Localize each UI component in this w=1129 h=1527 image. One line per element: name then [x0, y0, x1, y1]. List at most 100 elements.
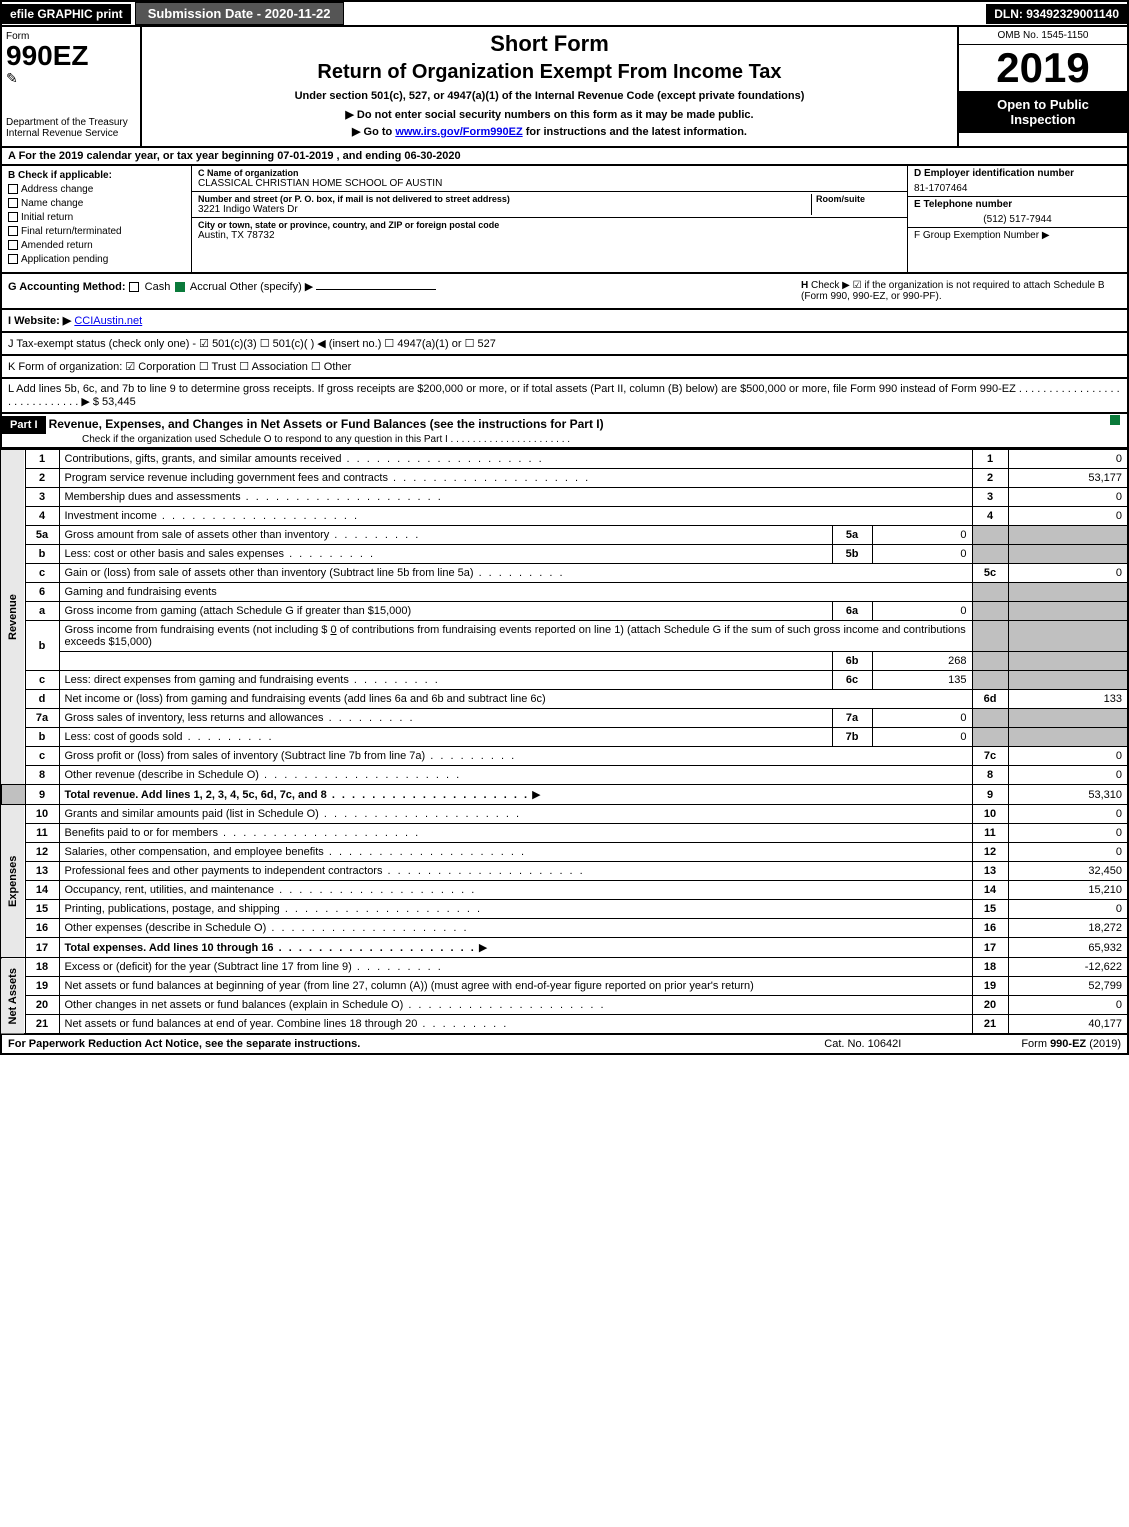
form-header: Form 990EZ ✎ Department of the Treasury …: [0, 27, 1129, 148]
table-row: 20Other changes in net assets or fund ba…: [1, 996, 1128, 1015]
line6b-value: 268: [872, 652, 972, 671]
table-row: 13Professional fees and other payments t…: [1, 862, 1128, 881]
table-row: 8Other revenue (describe in Schedule O)8…: [1, 766, 1128, 785]
tax-year: 2019: [959, 45, 1127, 91]
paperwork-notice: For Paperwork Reduction Act Notice, see …: [8, 1038, 824, 1050]
line19-value: 52,799: [1008, 977, 1128, 996]
no-ssn-instruction: ▶ Do not enter social security numbers o…: [146, 108, 953, 121]
return-title: Return of Organization Exempt From Incom…: [146, 61, 953, 84]
table-row: bLess: cost of goods sold7b0: [1, 728, 1128, 747]
chk-address-change[interactable]: Address change: [8, 184, 185, 195]
g-accounting: G Accounting Method: Cash Accrual Other …: [8, 280, 801, 302]
column-b: B Check if applicable: Address change Na…: [2, 166, 192, 272]
line21-value: 40,177: [1008, 1015, 1128, 1035]
footer: For Paperwork Reduction Act Notice, see …: [0, 1035, 1129, 1055]
table-row: 3Membership dues and assessments30: [1, 488, 1128, 507]
org-name: CLASSICAL CHRISTIAN HOME SCHOOL OF AUSTI…: [198, 178, 901, 189]
irs-link[interactable]: www.irs.gov/Form990EZ: [395, 126, 522, 138]
chk-initial-return[interactable]: Initial return: [8, 212, 185, 223]
table-row: cGain or (loss) from sale of assets othe…: [1, 564, 1128, 583]
cat-no: Cat. No. 10642I: [824, 1038, 901, 1050]
line12-value: 0: [1008, 843, 1128, 862]
addr-label: Number and street (or P. O. box, if mail…: [198, 194, 811, 204]
line17-value: 65,932: [1008, 938, 1128, 958]
line3-value: 0: [1008, 488, 1128, 507]
tel-label: E Telephone number: [914, 199, 1012, 210]
line18-value: -12,622: [1008, 958, 1128, 977]
l-gross-receipts: L Add lines 5b, 6c, and 7b to line 9 to …: [0, 379, 1129, 414]
k-form-org: K Form of organization: ☑ Corporation ☐ …: [0, 356, 1129, 379]
header-left: Form 990EZ ✎ Department of the Treasury …: [2, 27, 142, 146]
form-footer: Form 990-EZ (2019): [1021, 1038, 1121, 1050]
dept-treasury: Department of the Treasury: [6, 117, 136, 128]
goto-suffix: for instructions and the latest informat…: [523, 126, 747, 138]
col-b-label: B Check if applicable:: [8, 170, 185, 181]
table-row: 12Salaries, other compensation, and empl…: [1, 843, 1128, 862]
line10-value: 0: [1008, 805, 1128, 824]
table-row: dNet income or (loss) from gaming and fu…: [1, 690, 1128, 709]
chk-application-pending[interactable]: Application pending: [8, 254, 185, 265]
part1-sub: Check if the organization used Schedule …: [2, 434, 1103, 445]
under-section: Under section 501(c), 527, or 4947(a)(1)…: [146, 90, 953, 102]
part1-check[interactable]: [1110, 415, 1120, 425]
line5c-value: 0: [1008, 564, 1128, 583]
tel-value: (512) 517-7944: [908, 212, 1127, 228]
city-label: City or town, state or province, country…: [198, 220, 901, 230]
table-row: 4Investment income40: [1, 507, 1128, 526]
line20-value: 0: [1008, 996, 1128, 1015]
efile-label[interactable]: efile GRAPHIC print: [2, 4, 131, 24]
part1-label: Part I: [2, 416, 46, 434]
open-public-label: Open to Public Inspection: [959, 91, 1127, 133]
goto-prefix: ▶ Go to: [352, 126, 395, 138]
table-row: bGross income from fundraising events (n…: [1, 621, 1128, 652]
netassets-side-label: Net Assets: [1, 958, 25, 1035]
line5a-value: 0: [872, 526, 972, 545]
line14-value: 15,210: [1008, 881, 1128, 900]
table-row: 16Other expenses (describe in Schedule O…: [1, 919, 1128, 938]
city-state-zip: Austin, TX 78732: [198, 230, 901, 241]
expenses-side-label: Expenses: [1, 805, 25, 958]
table-row: Net Assets 18Excess or (deficit) for the…: [1, 958, 1128, 977]
goto-instruction: ▶ Go to www.irs.gov/Form990EZ for instru…: [146, 125, 953, 138]
line2-value: 53,177: [1008, 469, 1128, 488]
table-row: 7aGross sales of inventory, less returns…: [1, 709, 1128, 728]
header-center: Short Form Return of Organization Exempt…: [142, 27, 957, 146]
table-row: cLess: direct expenses from gaming and f…: [1, 671, 1128, 690]
line7a-value: 0: [872, 709, 972, 728]
table-row: 2Program service revenue including gover…: [1, 469, 1128, 488]
part1-table: Revenue 1Contributions, gifts, grants, a…: [0, 449, 1129, 1035]
h-check: H Check ▶ ☑ if the organization is not r…: [801, 280, 1121, 302]
table-row: 6b268: [1, 652, 1128, 671]
part1-header: Part I Revenue, Expenses, and Changes in…: [0, 414, 1129, 449]
chk-name-change[interactable]: Name change: [8, 198, 185, 209]
line6d-value: 133: [1008, 690, 1128, 709]
line4-value: 0: [1008, 507, 1128, 526]
line7c-value: 0: [1008, 747, 1128, 766]
header-right: OMB No. 1545-1150 2019 Open to Public In…: [957, 27, 1127, 146]
table-row: aGross income from gaming (attach Schedu…: [1, 602, 1128, 621]
j-tax-exempt: J Tax-exempt status (check only one) - ☑…: [0, 333, 1129, 356]
g-label: G Accounting Method:: [8, 281, 126, 293]
chk-accrual[interactable]: [175, 282, 185, 292]
chk-amended-return[interactable]: Amended return: [8, 240, 185, 251]
line6c-value: 135: [872, 671, 972, 690]
chk-cash[interactable]: [129, 282, 139, 292]
info-grid: B Check if applicable: Address change Na…: [0, 166, 1129, 274]
org-name-label: C Name of organization: [198, 168, 901, 178]
line1-value: 0: [1008, 450, 1128, 469]
website-link[interactable]: CCIAustin.net: [74, 315, 142, 327]
table-row: 9Total revenue. Add lines 1, 2, 3, 4, 5c…: [1, 785, 1128, 805]
form-number: 990EZ: [6, 42, 136, 70]
line5b-value: 0: [872, 545, 972, 564]
table-row: Expenses 10Grants and similar amounts pa…: [1, 805, 1128, 824]
line16-value: 18,272: [1008, 919, 1128, 938]
omb-number: OMB No. 1545-1150: [959, 27, 1127, 45]
table-row: 17Total expenses. Add lines 10 through 1…: [1, 938, 1128, 958]
ein-value: 81-1707464: [908, 181, 1127, 197]
gh-row: G Accounting Method: Cash Accrual Other …: [0, 274, 1129, 310]
submission-date-button[interactable]: Submission Date - 2020-11-22: [135, 2, 344, 25]
chk-final-return[interactable]: Final return/terminated: [8, 226, 185, 237]
line7b-value: 0: [872, 728, 972, 747]
website-row: I Website: ▶ CCIAustin.net: [0, 310, 1129, 333]
part1-title: Revenue, Expenses, and Changes in Net As…: [49, 417, 604, 431]
